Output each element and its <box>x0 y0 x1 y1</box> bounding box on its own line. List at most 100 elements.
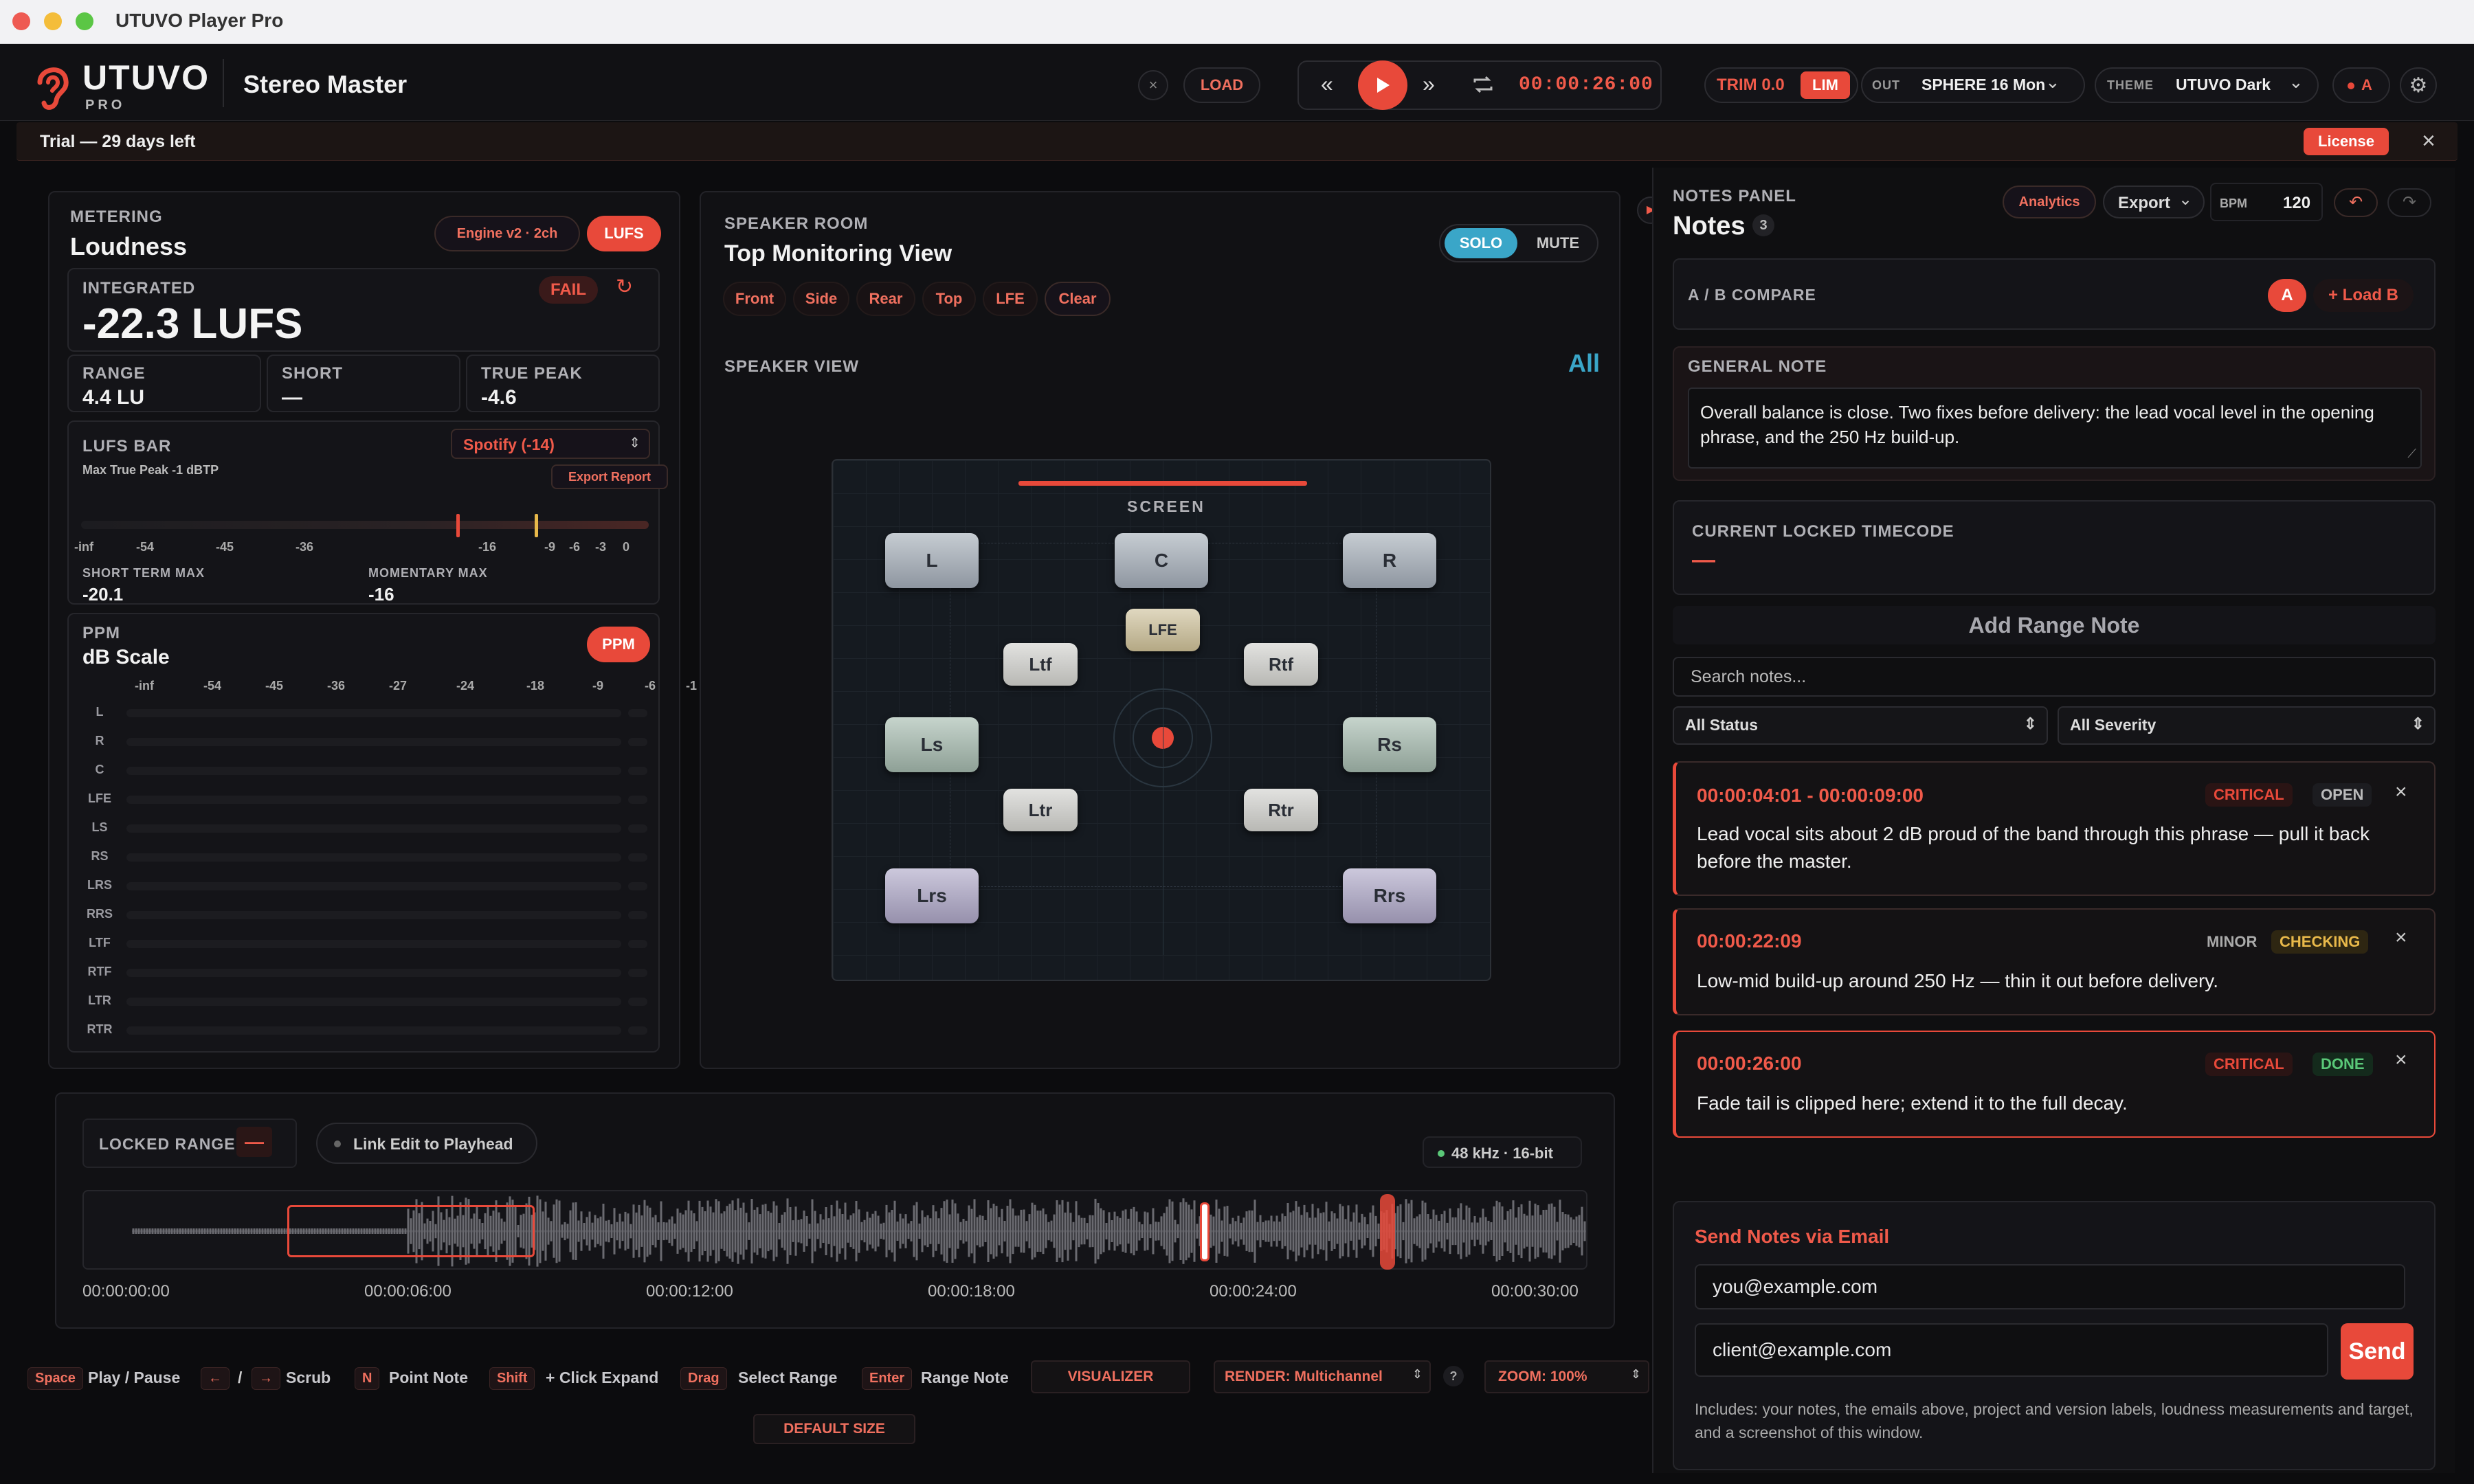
fail-badge: FAIL <box>539 276 598 304</box>
trim-value[interactable]: TRIM 0.0 <box>1717 76 1785 94</box>
updown-icon: ⇕ <box>629 436 640 451</box>
analytics-button[interactable]: Analytics <box>2003 186 2096 218</box>
locked-timecode-box: CURRENT LOCKED TIMECODE — <box>1673 500 2436 595</box>
ppm-channel-label: LRS <box>87 878 112 892</box>
ppm-title: dB Scale <box>82 646 170 668</box>
send-button[interactable]: Send <box>2341 1323 2414 1380</box>
target-preset-select[interactable]: Spotify (-14) ⇕ <box>451 429 650 459</box>
filter-rear[interactable]: Rear <box>856 282 915 316</box>
undo-button[interactable]: ↶ <box>2334 188 2378 217</box>
status-filter-select[interactable]: All Status ⇕ <box>1673 706 2048 745</box>
load-button[interactable]: LOAD <box>1183 67 1260 103</box>
speaker-rtf[interactable]: Rtf <box>1244 643 1318 686</box>
short-term-max-value: -20.1 <box>82 584 124 605</box>
default-size-button[interactable]: DEFAULT SIZE <box>753 1414 915 1444</box>
help-button[interactable]: ? <box>1443 1366 1464 1386</box>
speaker-l[interactable]: L <box>885 533 979 588</box>
general-note-textarea[interactable]: Overall balance is close. Two fixes befo… <box>1688 387 2422 469</box>
waveform-track[interactable] <box>82 1190 1587 1270</box>
ppm-channel-label: LTR <box>88 993 111 1007</box>
limiter-toggle[interactable]: LIM <box>1801 71 1850 99</box>
settings-button[interactable]: ⚙ <box>2400 67 2437 103</box>
ppm-peak-indicator <box>628 1026 647 1035</box>
speaker-r[interactable]: R <box>1343 533 1436 588</box>
bpm-label: BPM <box>2220 196 2247 210</box>
ppm-peak-indicator <box>628 853 647 862</box>
close-icon[interactable]: × <box>2395 780 2407 803</box>
speaker-rs[interactable]: Rs <box>1343 717 1436 772</box>
theme-selector[interactable] <box>2095 67 2319 103</box>
close-icon[interactable]: × <box>2422 128 2436 154</box>
filter-clear[interactable]: Clear <box>1045 282 1111 316</box>
fast-forward-icon[interactable]: » <box>1423 71 1435 96</box>
notes-search-input[interactable]: Search notes... <box>1673 657 2436 697</box>
resize-handle-icon[interactable]: ⟋ <box>2407 447 2416 460</box>
close-window-button[interactable] <box>12 12 30 30</box>
playhead[interactable] <box>1200 1202 1210 1261</box>
reset-icon[interactable]: ↻ <box>616 276 634 298</box>
export-button[interactable]: Export ⌄ <box>2103 186 2205 218</box>
speaker-ltr[interactable]: Ltr <box>1003 789 1078 831</box>
close-icon[interactable]: × <box>2395 926 2407 949</box>
ppm-peak-indicator <box>628 824 647 833</box>
ab-indicator[interactable] <box>2332 67 2390 103</box>
add-range-note-button[interactable]: Add Range Note <box>1673 606 2436 644</box>
speaker-ltf[interactable]: Ltf <box>1003 643 1078 686</box>
speaker-lrs[interactable]: Lrs <box>885 868 979 923</box>
mute-button[interactable]: MUTE <box>1536 234 1580 251</box>
render-mode-select[interactable]: RENDER: Multichannel ⇕ <box>1214 1360 1431 1393</box>
selected-range[interactable] <box>287 1205 535 1257</box>
status-filter-label: All Status <box>1685 716 1759 734</box>
speaker-ls[interactable]: Ls <box>885 717 979 772</box>
loop-icon[interactable] <box>1472 74 1494 95</box>
ppm-meter-track <box>126 853 621 862</box>
speaker-lfe[interactable]: LFE <box>1126 609 1200 651</box>
rewind-icon[interactable]: « <box>1321 71 1333 96</box>
ppm-meter-track <box>126 940 621 948</box>
lufs-bar-sub: Max True Peak -1 dBTP <box>82 463 219 477</box>
ppm-channel-row: LTR <box>82 993 660 1009</box>
zoom-window-button[interactable] <box>76 12 93 30</box>
speaker-c[interactable]: C <box>1115 533 1208 588</box>
screen-label: SCREEN <box>1127 497 1205 515</box>
solo-button[interactable]: SOLO <box>1445 228 1517 258</box>
filter-side[interactable]: Side <box>793 282 849 316</box>
brand-edition: PRO <box>85 98 126 113</box>
redo-icon: ↷ <box>2402 193 2417 212</box>
ab-a-button[interactable]: A <box>2268 279 2306 312</box>
true-peak-value: -4.6 <box>481 386 517 409</box>
note-card[interactable]: 00:00:22:09 MINOR CHECKING × Low-mid bui… <box>1673 908 2436 1015</box>
lufs-button[interactable]: LUFS <box>587 216 661 251</box>
filter-lfe[interactable]: LFE <box>983 282 1038 316</box>
bpm-box[interactable]: BPM 120 <box>2210 183 2323 221</box>
severity-filter-select[interactable]: All Severity ⇕ <box>2058 706 2436 745</box>
license-button[interactable]: License <box>2304 128 2389 155</box>
visualizer-button[interactable]: VISUALIZER <box>1031 1360 1190 1393</box>
export-report-button[interactable]: Export Report <box>551 464 668 489</box>
minimize-window-button[interactable] <box>44 12 62 30</box>
shortcut-key: Space <box>27 1367 83 1390</box>
lufs-scale: -inf -54 -45 -36 -16 -9 -6 -3 0 <box>69 540 661 556</box>
filter-top[interactable]: Top <box>922 282 976 316</box>
close-icon[interactable]: × <box>2395 1048 2407 1071</box>
play-button[interactable] <box>1358 60 1407 110</box>
filter-front[interactable]: Front <box>723 282 786 316</box>
ab-load-b-button[interactable]: + Load B <box>2313 279 2414 312</box>
redo-button[interactable]: ↷ <box>2387 188 2431 217</box>
output-selector[interactable] <box>1861 67 2085 103</box>
speaker-rrs[interactable]: Rrs <box>1343 868 1436 923</box>
speaker-view-all[interactable]: All <box>1568 349 1601 377</box>
link-edit-button[interactable]: Link Edit to Playhead <box>316 1123 537 1164</box>
shortcut-label: Select Range <box>738 1369 838 1386</box>
note-marker[interactable] <box>1380 1194 1395 1270</box>
note-card[interactable]: 00:00:26:00 CRITICAL DONE × Fade tail is… <box>1673 1031 2436 1138</box>
email-from-input[interactable]: you@example.com <box>1695 1264 2405 1309</box>
clear-track-button[interactable]: × <box>1138 70 1168 100</box>
ppm-button[interactable]: PPM <box>587 627 650 662</box>
engine-button[interactable]: Engine v2 · 2ch <box>434 216 580 251</box>
email-to-input[interactable]: client@example.com <box>1695 1323 2328 1377</box>
note-text: Lead vocal sits about 2 dB proud of the … <box>1697 823 2370 872</box>
speaker-rtr[interactable]: Rtr <box>1244 789 1318 831</box>
note-card[interactable]: 00:00:04:01 - 00:00:09:00 CRITICAL OPEN … <box>1673 761 2436 896</box>
zoom-select[interactable]: ZOOM: 100% ⇕ <box>1484 1360 1649 1393</box>
